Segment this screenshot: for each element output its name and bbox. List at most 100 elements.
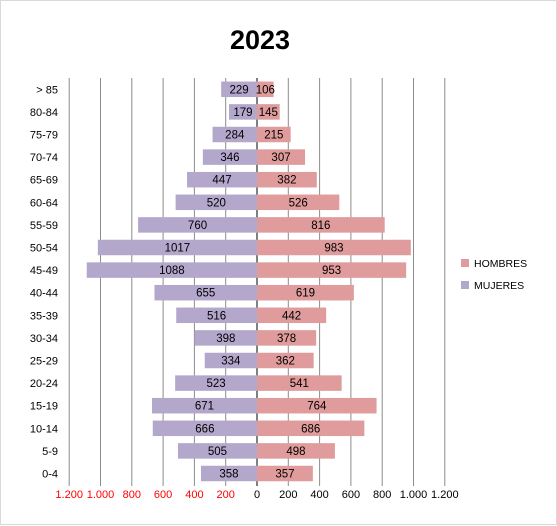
data-label-mujeres: 516: [207, 310, 226, 322]
x-tick-label: 600: [154, 489, 172, 501]
category-label: 65-69: [30, 175, 58, 187]
data-label-hombres: 106: [256, 84, 275, 96]
bar-mujeres: [228, 104, 257, 120]
bar-hombres: [257, 397, 377, 414]
category-label: 50-54: [30, 243, 58, 255]
bar-hombres: [257, 171, 317, 188]
data-label-mujeres: 179: [233, 107, 252, 119]
bar-hombres: [257, 443, 335, 459]
data-label-mujeres: 760: [188, 220, 207, 232]
category-label: 5-9: [42, 446, 58, 458]
data-label-hombres: 357: [275, 469, 294, 481]
legend-swatch: [461, 281, 469, 289]
bar-hombres: [257, 126, 291, 143]
data-label-mujeres: 505: [208, 446, 227, 458]
x-tick-label: 1.200: [55, 489, 83, 501]
data-label-mujeres: 1088: [159, 265, 185, 277]
category-label: 70-74: [30, 152, 58, 164]
bar-mujeres: [86, 262, 257, 278]
bar-hombres: [257, 262, 407, 278]
bar-hombres: [257, 375, 342, 391]
data-label-hombres: 983: [324, 243, 343, 255]
bar-mujeres: [152, 420, 257, 437]
data-label-hombres: 541: [290, 378, 309, 390]
data-label-hombres: 145: [259, 107, 278, 119]
data-label-hombres: 816: [311, 220, 330, 232]
bar-hombres: [257, 149, 306, 165]
category-label: 20-24: [30, 378, 58, 390]
category-label: 15-19: [30, 401, 58, 413]
category-label: 75-79: [30, 130, 58, 142]
x-tick-label: 400: [310, 489, 328, 501]
category-label: 25-29: [30, 356, 58, 368]
x-tick-label: 1.200: [431, 489, 459, 501]
bar-hombres: [257, 307, 327, 324]
x-axis-tick-labels: 1.200 1.000 800 600 400 200 0 200 400 600 800 1.000…: [55, 489, 458, 501]
data-label-mujeres: 334: [221, 356, 241, 368]
data-label-hombres: 764: [307, 401, 327, 413]
data-label-hombres: 442: [282, 310, 301, 322]
legend: HOMBRES MUJERES: [461, 258, 527, 292]
data-label-hombres: 378: [277, 333, 296, 345]
data-label-mujeres: 229: [229, 84, 248, 96]
bar-mujeres: [176, 307, 257, 324]
bar-hombres: [257, 104, 280, 120]
data-label-hombres: 686: [301, 423, 320, 435]
data-label-hombres: 619: [296, 288, 315, 300]
category-label: 45-49: [30, 265, 58, 277]
data-label-mujeres: 520: [207, 197, 226, 209]
data-label-mujeres: 1017: [165, 243, 191, 255]
bar-mujeres: [194, 330, 257, 346]
category-label: 0-4: [42, 469, 58, 481]
data-label-mujeres: 655: [196, 288, 215, 300]
bar-hombres: [257, 194, 340, 211]
category-label: 60-64: [30, 197, 58, 209]
bar-mujeres: [154, 284, 257, 301]
x-tick-label: 200: [217, 489, 235, 501]
chart-title: 2023: [230, 25, 290, 55]
grid-lines: [68, 78, 446, 486]
bar-mujeres: [204, 352, 257, 369]
bar-mujeres: [175, 194, 257, 211]
category-label: 35-39: [30, 310, 58, 322]
bar-mujeres: [200, 465, 257, 482]
x-tick-label: 800: [373, 489, 391, 501]
data-label-hombres: 526: [289, 197, 308, 209]
bar-hombres: [257, 465, 313, 482]
bar-mujeres: [221, 81, 257, 98]
data-label-mujeres: 346: [220, 152, 239, 164]
data-label-mujeres: 358: [219, 469, 238, 481]
legend-label: HOMBRES: [474, 258, 527, 270]
bar-mujeres: [177, 443, 257, 459]
x-tick-label: 400: [185, 489, 203, 501]
category-label: 80-84: [30, 107, 58, 119]
bar-hombres: [257, 352, 314, 369]
category-label: 40-44: [30, 288, 58, 300]
data-label-mujeres: 284: [225, 130, 245, 142]
bar-mujeres: [175, 375, 257, 391]
data-label-mujeres: 666: [195, 423, 214, 435]
bar-mujeres: [138, 217, 257, 233]
legend-label: MUJERES: [474, 280, 524, 292]
bar-hombres: [257, 284, 354, 301]
x-tick-label: 1.000: [400, 489, 428, 501]
category-label: 55-59: [30, 220, 58, 232]
x-tick-label: 0: [254, 489, 260, 501]
data-label-hombres: 362: [276, 356, 295, 368]
bar-hombres: [257, 217, 385, 233]
data-label-mujeres: 447: [212, 175, 231, 187]
data-label-hombres: 498: [286, 446, 305, 458]
bar-mujeres: [187, 171, 257, 188]
x-tick-label: 600: [342, 489, 360, 501]
category-label: 30-34: [30, 333, 58, 345]
data-label-hombres: 382: [277, 175, 296, 187]
bar-hombres: [257, 239, 411, 256]
bar-mujeres: [97, 239, 257, 256]
data-label-hombres: 307: [271, 152, 290, 164]
data-label-hombres: 215: [264, 130, 283, 142]
category-labels: 0-4 5-9 10-14 15-19 20-24 25-29 30-34 35-39 40-4…: [30, 84, 58, 480]
data-label-mujeres: 398: [216, 333, 235, 345]
category-label: 10-14: [30, 423, 58, 435]
